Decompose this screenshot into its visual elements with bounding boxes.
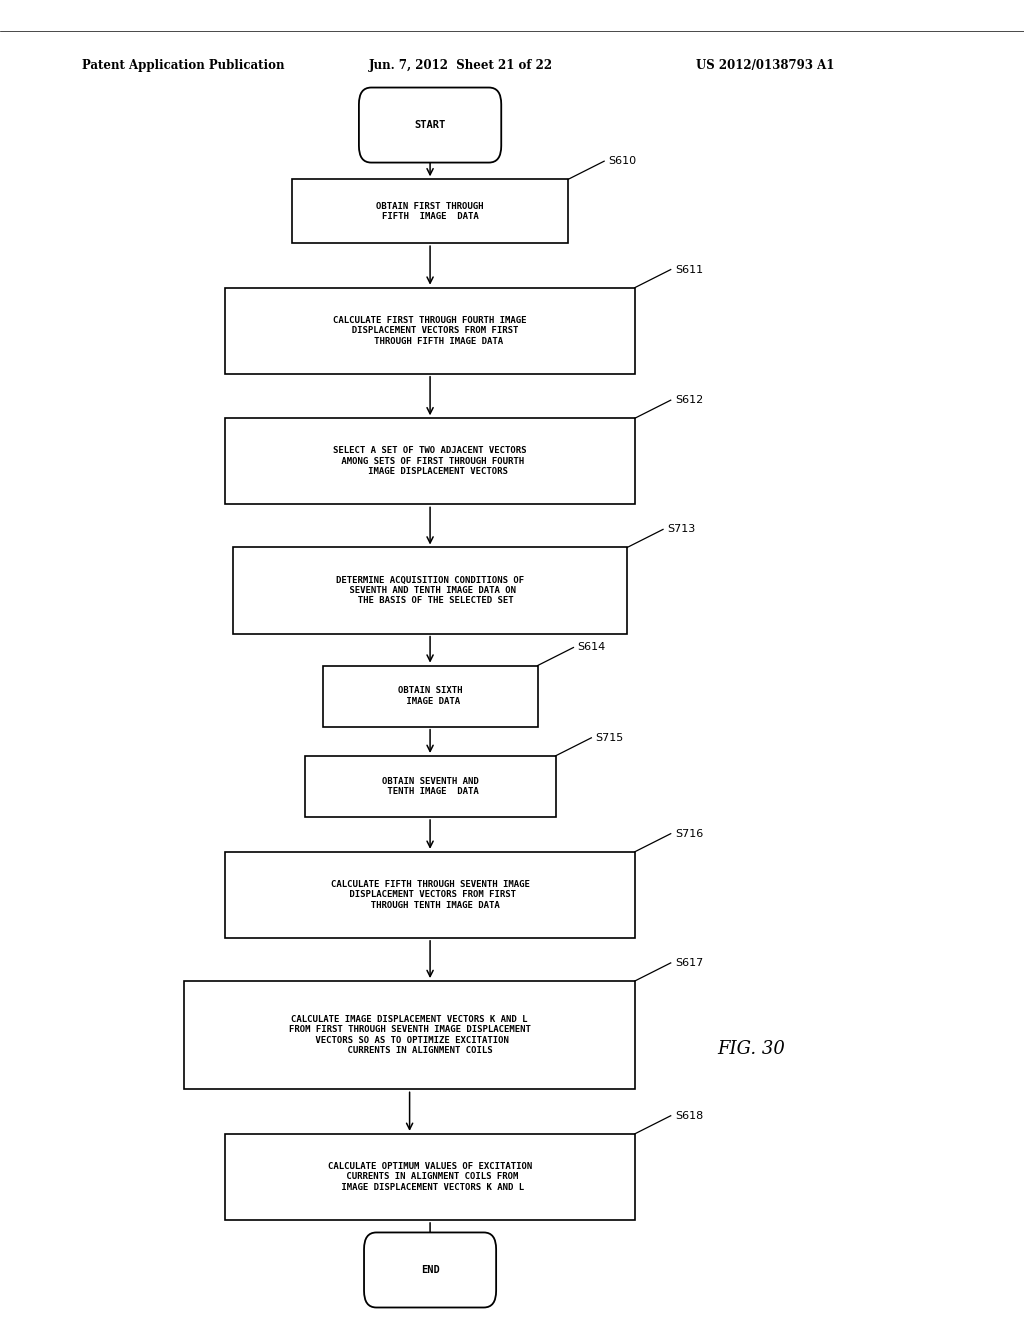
FancyBboxPatch shape (358, 87, 502, 162)
Text: S618: S618 (675, 1110, 703, 1121)
Text: S617: S617 (675, 958, 703, 968)
Bar (232, 548, 627, 634)
Text: CALCULATE FIFTH THROUGH SEVENTH IMAGE
 DISPLACEMENT VECTORS FROM FIRST
  THROUGH: CALCULATE FIFTH THROUGH SEVENTH IMAGE DI… (331, 880, 529, 909)
Bar (225, 1134, 635, 1220)
Text: OBTAIN SIXTH
 IMAGE DATA: OBTAIN SIXTH IMAGE DATA (398, 686, 462, 706)
Text: S713: S713 (668, 524, 695, 535)
Text: S611: S611 (675, 264, 702, 275)
Bar (225, 418, 635, 504)
Bar (305, 756, 555, 817)
Bar (292, 180, 568, 243)
Text: SELECT A SET OF TWO ADJACENT VECTORS
 AMONG SETS OF FIRST THROUGH FOURTH
   IMAG: SELECT A SET OF TWO ADJACENT VECTORS AMO… (334, 446, 526, 477)
Bar (225, 851, 635, 939)
Text: US 2012/0138793 A1: US 2012/0138793 A1 (696, 59, 835, 73)
Text: S715: S715 (596, 733, 624, 743)
Text: OBTAIN SEVENTH AND
 TENTH IMAGE  DATA: OBTAIN SEVENTH AND TENTH IMAGE DATA (382, 776, 478, 796)
Bar (184, 981, 635, 1089)
Text: Patent Application Publication: Patent Application Publication (82, 59, 285, 73)
Text: S716: S716 (675, 829, 703, 838)
Text: START: START (415, 120, 445, 131)
Text: S612: S612 (675, 395, 703, 405)
FancyBboxPatch shape (365, 1233, 496, 1308)
Bar (225, 288, 635, 374)
Text: CALCULATE FIRST THROUGH FOURTH IMAGE
  DISPLACEMENT VECTORS FROM FIRST
   THROUG: CALCULATE FIRST THROUGH FOURTH IMAGE DIS… (334, 315, 526, 346)
Text: Jun. 7, 2012  Sheet 21 of 22: Jun. 7, 2012 Sheet 21 of 22 (369, 59, 553, 73)
Text: CALCULATE IMAGE DISPLACEMENT VECTORS K AND L
FROM FIRST THROUGH SEVENTH IMAGE DI: CALCULATE IMAGE DISPLACEMENT VECTORS K A… (289, 1015, 530, 1055)
Text: S614: S614 (578, 643, 606, 652)
Bar (323, 665, 538, 727)
Text: OBTAIN FIRST THROUGH
FIFTH  IMAGE  DATA: OBTAIN FIRST THROUGH FIFTH IMAGE DATA (377, 202, 483, 220)
Text: FIG. 30: FIG. 30 (717, 1040, 784, 1059)
Text: DETERMINE ACQUISITION CONDITIONS OF
 SEVENTH AND TENTH IMAGE DATA ON
  THE BASIS: DETERMINE ACQUISITION CONDITIONS OF SEVE… (336, 576, 524, 606)
Text: S610: S610 (608, 156, 636, 166)
Text: END: END (421, 1265, 439, 1275)
Text: CALCULATE OPTIMUM VALUES OF EXCITATION
 CURRENTS IN ALIGNMENT COILS FROM
 IMAGE : CALCULATE OPTIMUM VALUES OF EXCITATION C… (328, 1162, 532, 1192)
